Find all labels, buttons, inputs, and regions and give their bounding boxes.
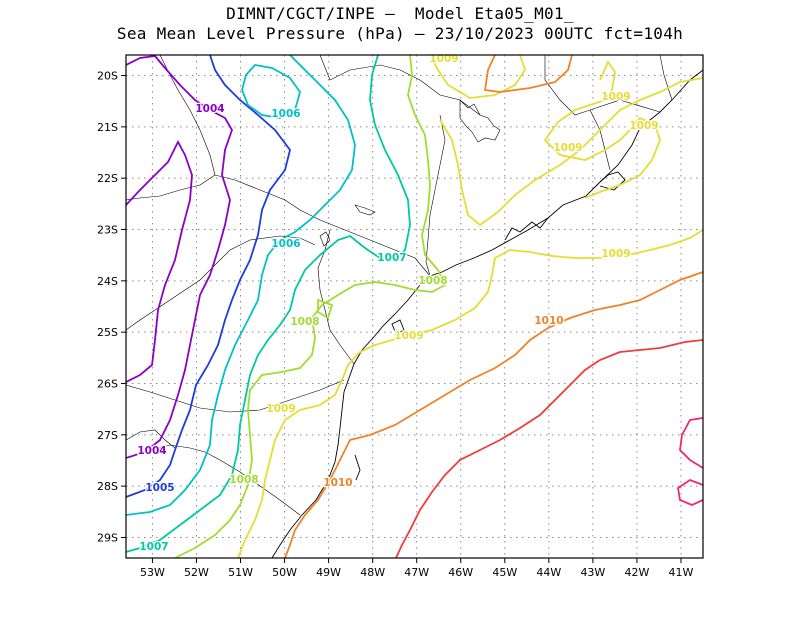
isobar-1012	[677, 417, 703, 506]
x-tick-label: 47W	[404, 566, 429, 579]
chart-subtitle: Sea Mean Level Pressure (hPa) – 23/10/20…	[116, 24, 684, 43]
map-frame	[125, 54, 704, 559]
contour-label-1009: 1009	[629, 120, 658, 132]
y-tick-label: 28S	[97, 480, 118, 493]
contour-label-1008: 1008	[229, 474, 258, 486]
y-tick-label: 25S	[97, 326, 118, 339]
x-tick-label: 46W	[448, 566, 473, 579]
contour-label-1009: 1009	[553, 142, 582, 154]
contour-label-1007: 1007	[139, 541, 168, 553]
x-tick-label: 44W	[536, 566, 561, 579]
contour-label-1008: 1008	[290, 316, 319, 328]
contour-label-1010: 1010	[323, 477, 352, 489]
chart-title: DIMNT/CGCT/INPE – Model Eta05_M01_	[226, 4, 574, 23]
reservoirs	[319, 99, 501, 247]
x-tick-label: 51W	[228, 566, 253, 579]
isobar-1004	[126, 55, 233, 459]
x-tick-label: 43W	[580, 566, 605, 579]
y-tick-label: 22S	[97, 172, 118, 185]
isobar-1008	[174, 55, 447, 558]
isobar-1006	[126, 55, 356, 516]
y-tick-label: 29S	[97, 531, 118, 544]
grid-lines	[126, 55, 703, 558]
isobar-1009	[237, 55, 703, 558]
contour-labels: 1004 1006 1009 1009 1009 1009 1006 1007 1008 1009…	[136, 52, 660, 555]
x-tick-label: 41W	[669, 566, 694, 579]
contour-label-1006: 1006	[271, 238, 300, 250]
y-tick-label: 26S	[97, 377, 118, 390]
contour-label-1005: 1005	[145, 482, 174, 494]
y-tick-label: 27S	[97, 429, 118, 442]
x-tick-label: 42W	[624, 566, 649, 579]
x-tick-label: 50W	[272, 566, 297, 579]
contour-label-1007: 1007	[377, 252, 406, 264]
contour-label-1004: 1004	[137, 445, 166, 457]
contour-label-1004: 1004	[195, 103, 224, 115]
isobar-1007	[126, 55, 411, 553]
contour-label-1009: 1009	[394, 330, 423, 342]
contour-label-1010: 1010	[534, 315, 563, 327]
x-tick-label: 45W	[492, 566, 517, 579]
coastline	[271, 69, 703, 558]
x-tick-label: 49W	[316, 566, 341, 579]
x-tick-label: 48W	[360, 566, 385, 579]
y-tick-label: 23S	[97, 224, 118, 237]
isobar-1011	[395, 339, 703, 558]
contour-label-1006: 1006	[271, 108, 300, 120]
x-tick-label: 53W	[140, 566, 165, 579]
x-tick-label: 52W	[184, 566, 209, 579]
y-tick-label: 21S	[97, 121, 118, 134]
state-borders	[126, 55, 673, 516]
contour-label-1009: 1009	[601, 91, 630, 103]
isobar-1005	[126, 55, 291, 498]
axis-ticks: 53W 52W 51W 50W 49W 48W 47W 46W 45W 44W 43W 42W 41W 2…	[97, 70, 694, 579]
contour-label-1008: 1008	[418, 275, 447, 287]
isobar-1010	[284, 55, 703, 558]
y-tick-label: 20S	[97, 70, 118, 83]
contour-label-1009: 1009	[601, 248, 630, 260]
contour-label-1009: 1009	[266, 403, 295, 415]
y-tick-label: 24S	[97, 275, 118, 288]
